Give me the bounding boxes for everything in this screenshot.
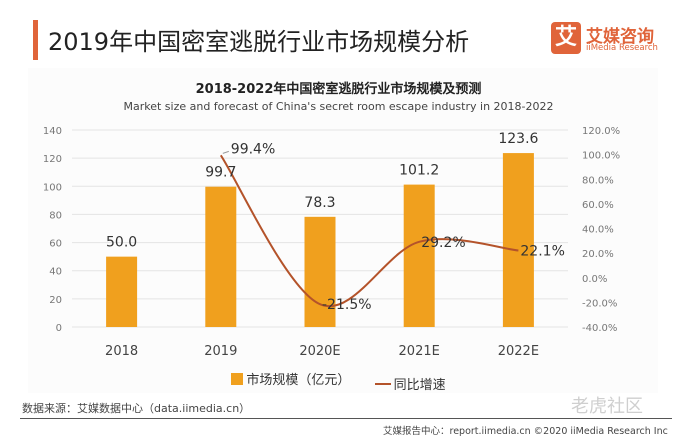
growth-value-label: -21.5%: [322, 297, 372, 313]
right-axis-tick-label: 20.0%: [582, 249, 614, 260]
left-axis-tick-label: 0: [56, 323, 62, 334]
footer-divider: [20, 418, 672, 419]
growth-value-label: 22.1%: [520, 244, 564, 260]
growth-rate-line: [219, 154, 519, 308]
left-axis-tick-label: 100: [43, 182, 62, 193]
logo-mark-icon: 艾: [551, 22, 581, 54]
label-leader-line: [222, 150, 229, 154]
footer-text: 艾媒报告中心：report.iimedia.cn ©2020 iiMedia R…: [383, 426, 668, 437]
x-axis-tick-label: 2022E: [498, 344, 539, 359]
data-source: 数据来源：艾媒数据中心（data.iimedia.cn）: [22, 402, 251, 415]
left-axis-tick-label: 120: [43, 154, 62, 165]
legend-label-growth: 同比增速: [393, 378, 446, 393]
title-accent-bar: [33, 20, 38, 60]
bar-value-label: 78.3: [304, 195, 335, 211]
left-axis-tick-label: 20: [49, 295, 62, 306]
growth-value-label: 99.4%: [231, 141, 275, 157]
right-axis-tick-label: 40.0%: [582, 225, 614, 236]
watermark: 老虎社区: [571, 396, 643, 417]
logo-name-en: iiMedia Research: [586, 43, 658, 53]
bar-2020e: [304, 216, 336, 327]
left-axis-tick-label: 60: [49, 239, 62, 250]
legend-item-growth: 同比增速: [374, 374, 446, 393]
x-axis-tick-label: 2018: [105, 344, 138, 359]
x-axis-tick-label: 2021E: [399, 344, 440, 359]
right-axis-tick-label: -20.0%: [582, 298, 617, 309]
bar-value-label: 99.7: [205, 165, 236, 181]
chart-background: [28, 68, 658, 393]
right-axis-tick-label: 100.0%: [582, 151, 620, 162]
growth-value-label: 29.2%: [421, 235, 465, 251]
legend-line-swatch-icon: [374, 382, 391, 385]
legend-bar-swatch-icon: [231, 372, 244, 385]
chart-legend: 市场规模（亿元） 同比增速: [0, 369, 677, 393]
legend-label-market-size: 市场规模（亿元）: [246, 373, 351, 388]
right-axis-tick-label: 80.0%: [582, 175, 614, 186]
page-title: 2019年中国密室逃脱行业市场规模分析: [48, 28, 470, 56]
legend-item-market-size: 市场规模（亿元）: [231, 369, 350, 388]
right-axis-tick-label: 120.0%: [582, 126, 620, 137]
iimedia-logo: 艾 艾媒咨询 iiMedia Research: [551, 22, 671, 58]
left-axis-tick-label: 140: [43, 126, 62, 137]
right-axis-tick-label: 0.0%: [582, 274, 607, 285]
x-axis-tick-label: 2019: [204, 344, 237, 359]
logo-name-cn: 艾媒咨询: [586, 27, 654, 47]
right-axis-tick-label: -40.0%: [582, 323, 617, 334]
bar-2022e: [502, 153, 534, 327]
left-axis-tick-label: 80: [49, 210, 62, 221]
chart-title: 2018-2022年中国密室逃脱行业市场规模及预测: [195, 82, 482, 97]
left-axis-tick-label: 40: [49, 267, 62, 278]
bar-value-label: 123.6: [498, 131, 538, 147]
bar-value-label: 50.0: [106, 235, 137, 251]
bar-2021e: [403, 184, 435, 327]
chart-subtitle: Market size and forecast of China's secr…: [123, 100, 554, 113]
bar-2018: [106, 256, 138, 327]
right-axis-tick-label: 60.0%: [582, 200, 614, 211]
bar-value-label: 101.2: [399, 163, 439, 179]
x-axis-tick-label: 2020E: [299, 344, 340, 359]
bar-2019: [205, 186, 237, 327]
